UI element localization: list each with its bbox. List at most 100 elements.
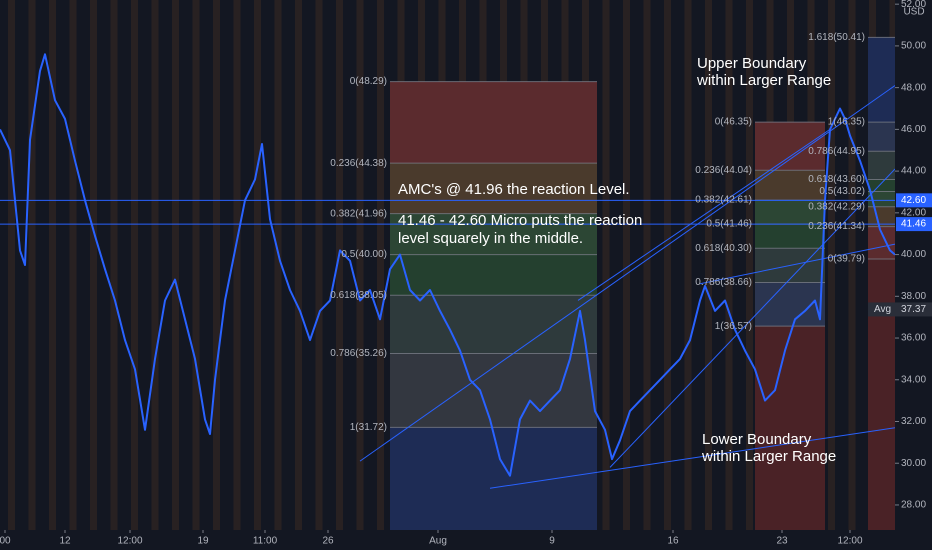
- x-tick-label: 12: [59, 536, 71, 547]
- session-stripe: [8, 0, 15, 530]
- trendline: [699, 243, 896, 285]
- session-stripe: [254, 0, 261, 530]
- fib-label: 0.618(38.05): [330, 290, 387, 301]
- session-stripe: [28, 0, 36, 530]
- fib-label: 0.5(43.02): [819, 186, 865, 197]
- avg-tag: [868, 302, 932, 317]
- trendline: [489, 427, 896, 489]
- fib-label: 0(48.29): [350, 76, 387, 87]
- x-tick-label: Aug: [429, 536, 447, 547]
- x-tick-label: 19: [197, 536, 209, 547]
- price-tag: [896, 217, 932, 232]
- session-stripe: [172, 0, 179, 530]
- right-axis: [895, 0, 932, 550]
- session-stripe: [213, 0, 220, 530]
- fib-zone: [755, 122, 825, 171]
- x-tick-label: 26: [322, 536, 334, 547]
- annotation: within Larger Range: [701, 448, 836, 465]
- fib-zone: [755, 200, 825, 225]
- fib-label: 0.382(42.29): [808, 201, 865, 212]
- session-stripe: [192, 0, 200, 530]
- fib-label: 0.236(41.34): [808, 221, 865, 232]
- fib-label: 0.5(40.00): [341, 249, 387, 260]
- fib-zone: [390, 427, 597, 530]
- bottom-axis: [0, 530, 932, 550]
- avg-label: Avg: [874, 304, 891, 315]
- y-tick-label: 38.00: [901, 291, 926, 302]
- annotation: within Larger Range: [696, 72, 831, 89]
- fib-zone: [755, 326, 825, 530]
- session-stripe: [602, 0, 610, 530]
- y-tick-label: 30.00: [901, 458, 926, 469]
- price-line: [0, 53, 896, 477]
- fib-zone: [755, 282, 825, 327]
- fib-zone: [868, 179, 895, 192]
- y-tick-label: 40.00: [901, 249, 926, 260]
- fib-label: 0.5(41.46): [706, 219, 752, 230]
- x-tick-label: 9: [549, 536, 555, 547]
- y-tick-label: 50.00: [901, 41, 926, 52]
- fib-label: 1(46.35): [828, 117, 865, 128]
- x-tick-label: 00: [0, 536, 11, 547]
- annotation: 41.46 - 42.60 Micro puts the reaction: [398, 212, 642, 229]
- session-stripe: [356, 0, 364, 530]
- y-tick-label: 44.00: [901, 166, 926, 177]
- session-stripe: [705, 0, 712, 530]
- y-tick-label: 48.00: [901, 82, 926, 93]
- session-stripe: [377, 0, 384, 530]
- price-tag-label: 42.60: [901, 195, 926, 206]
- session-stripe: [315, 0, 323, 530]
- fib-label: 0.236(44.38): [330, 158, 387, 169]
- session-stripe: [233, 0, 241, 530]
- fib-label: 0.618(43.60): [808, 174, 865, 185]
- fib-zone: [868, 258, 895, 530]
- session-stripe: [664, 0, 671, 530]
- x-tick-label: 12:00: [117, 536, 142, 547]
- fib-label: 0.236(44.04): [695, 165, 752, 176]
- fib-zone: [390, 213, 597, 255]
- session-stripe: [684, 0, 692, 530]
- fib-zone: [390, 353, 597, 428]
- session-stripe: [90, 0, 97, 530]
- currency: USD: [903, 7, 924, 18]
- fib-label: 1.618(50.41): [808, 32, 865, 43]
- annotation: AMC's @ 41.96 the reaction Level.: [398, 181, 630, 198]
- fib-zone: [755, 224, 825, 249]
- y-tick-label: 28.00: [901, 500, 926, 511]
- fib-label: 0.382(41.96): [330, 208, 387, 219]
- y-tick-label: 36.00: [901, 333, 926, 344]
- avg-value: 37.37: [901, 304, 926, 315]
- annotation: Upper Boundary: [697, 55, 807, 72]
- session-stripe: [151, 0, 159, 530]
- fib-zone: [868, 37, 895, 123]
- annotation: Lower Boundary: [702, 431, 812, 448]
- fib-label: 0(46.35): [715, 117, 752, 128]
- fib-zone: [390, 81, 597, 164]
- price-tag: [896, 193, 932, 208]
- x-tick-label: 16: [667, 536, 679, 547]
- session-stripe: [110, 0, 118, 530]
- session-stripe: [49, 0, 56, 530]
- session-stripe: [69, 0, 77, 530]
- session-stripe: [725, 0, 733, 530]
- fib-label: 0.786(35.26): [330, 348, 387, 359]
- y-tick-label: 42.00: [901, 207, 926, 218]
- trendline: [577, 128, 831, 301]
- fib-label: 1(31.72): [350, 422, 387, 433]
- price-tag-label: 41.46: [901, 219, 926, 230]
- y-tick-label: 52.00: [901, 0, 926, 10]
- session-stripe: [746, 0, 753, 530]
- fib-zone: [390, 295, 597, 354]
- session-stripe: [623, 0, 630, 530]
- y-tick-label: 34.00: [901, 374, 926, 385]
- fib-label: 1(36.57): [715, 321, 752, 332]
- session-stripe: [848, 0, 856, 530]
- x-tick-label: 23: [776, 536, 788, 547]
- fib-zone: [390, 254, 597, 296]
- session-stripe: [274, 0, 282, 530]
- fib-zone: [868, 151, 895, 180]
- session-stripe: [295, 0, 302, 530]
- fib-label: 0.786(38.66): [695, 277, 752, 288]
- fib-zone: [868, 122, 895, 152]
- trendline: [359, 85, 896, 462]
